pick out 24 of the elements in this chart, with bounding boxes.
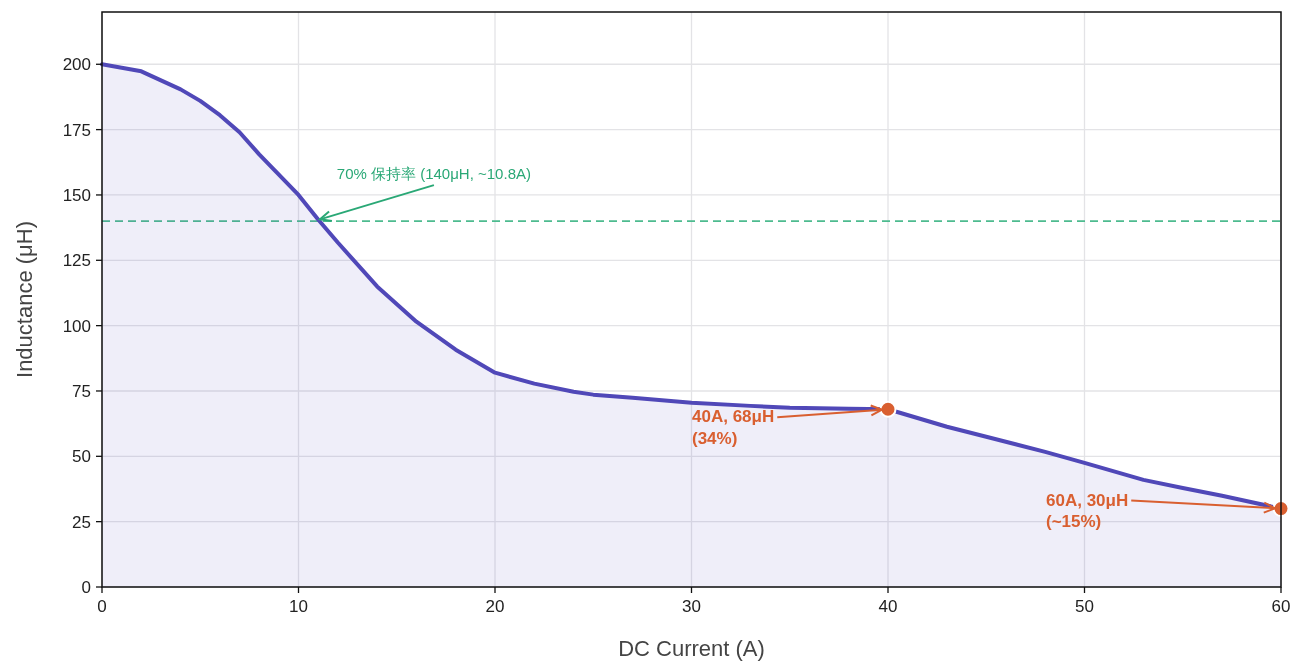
annotation: 60A, 30μH (~15%) <box>1046 490 1129 531</box>
annotation: 40A, 68μH (34%) <box>692 404 885 448</box>
annotation: 70% 保持率 (140μH, ~10.8A) <box>336 165 531 183</box>
y-tick-label: 125 <box>62 251 91 271</box>
annotation: 40A, 68μH (34%) <box>692 407 775 448</box>
annotation: 70% 保持率 (140μH, ~10.8A) <box>317 165 531 222</box>
y-tick-label: 150 <box>62 185 91 205</box>
x-axis-title: DC Current (A) <box>618 636 765 661</box>
x-tick-label: 0 <box>97 597 107 616</box>
x-tick-label: 60 <box>1271 597 1291 616</box>
x-tick-label: 30 <box>682 597 701 616</box>
x-tick-label: 20 <box>485 597 505 616</box>
y-tick-label: 175 <box>62 120 91 140</box>
y-tick-label: 25 <box>72 512 91 532</box>
y-tick-label: 75 <box>72 381 91 401</box>
annotation: 60A, 30μH (~15%) <box>1046 490 1278 531</box>
x-tick-label: 10 <box>289 597 308 616</box>
x-tick-label: 40 <box>878 597 898 616</box>
x-tick-label: 50 <box>1075 597 1094 616</box>
y-tick-label: 100 <box>62 316 91 336</box>
y-axis-title: Inductance (μH) <box>12 221 37 378</box>
y-tick-label: 50 <box>72 447 91 467</box>
y-tick-label: 200 <box>62 55 91 75</box>
y-tick-label: 0 <box>81 578 91 597</box>
